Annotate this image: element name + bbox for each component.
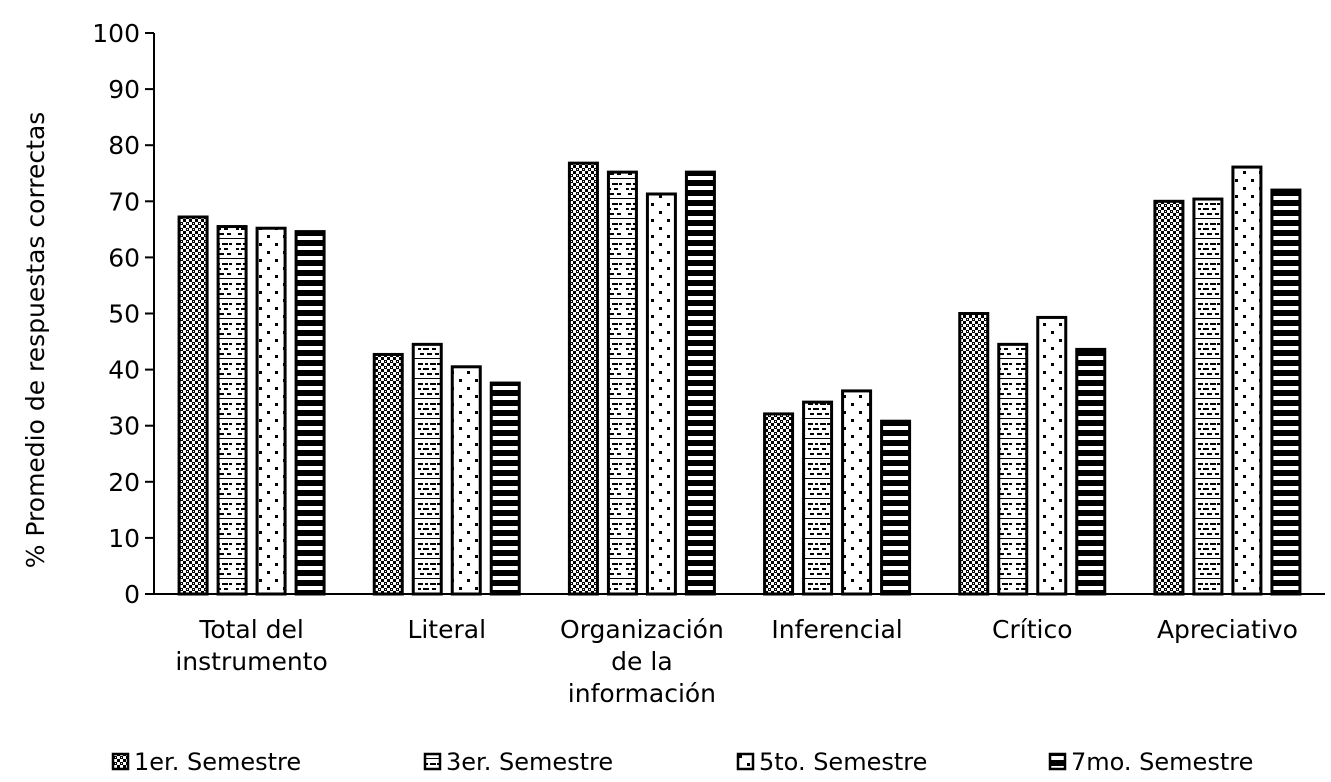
- bar: [1075, 347, 1107, 596]
- bar: [997, 342, 1029, 596]
- bar: [841, 389, 873, 596]
- bar: [177, 215, 209, 596]
- bar: [802, 400, 834, 596]
- bar: [1153, 199, 1185, 596]
- x-category-label: Crítico: [992, 615, 1072, 644]
- bar: [1270, 188, 1302, 596]
- x-category-label: Inferencial: [771, 615, 902, 644]
- legend-swatch: [1048, 752, 1067, 771]
- bar: [606, 170, 638, 596]
- legend-label: 1er. Semestre: [134, 748, 301, 776]
- y-tick-label: 50: [108, 300, 140, 329]
- legend-label: 7mo. Semestre: [1071, 748, 1253, 776]
- y-tick-label: 80: [108, 131, 140, 160]
- bar: [411, 342, 443, 596]
- bar-series: [177, 161, 1302, 596]
- bar: [763, 412, 795, 596]
- y-tick-label: 10: [108, 524, 140, 553]
- bar: [1231, 165, 1263, 596]
- y-tick-label: 20: [108, 468, 140, 497]
- legend-swatch: [423, 752, 442, 771]
- legend-label: 5to. Semestre: [759, 748, 927, 776]
- bar: [1036, 315, 1068, 596]
- bar: [294, 230, 326, 596]
- bar: [958, 312, 990, 596]
- legend-swatch: [111, 752, 130, 771]
- y-tick-label: 30: [108, 412, 140, 441]
- x-axis-labels: Total del instrumento Literal Organización d…: [175, 615, 1298, 708]
- y-axis-title: % Promedio de respuestas correctas: [21, 112, 50, 569]
- bar: [567, 161, 599, 596]
- y-tick-label: 0: [124, 580, 140, 609]
- bar: [880, 419, 912, 596]
- y-tick-label: 100: [92, 19, 140, 48]
- y-tick-label: 40: [108, 356, 140, 385]
- legend: 1er. Semestre 3er. Semestre 5to. Semestre 7…: [111, 748, 1253, 776]
- y-tick-label: 60: [108, 243, 140, 272]
- bar: [372, 352, 404, 596]
- x-category-label: Organización de la información: [560, 615, 724, 708]
- bar: [255, 226, 287, 596]
- legend-swatch: [736, 752, 755, 771]
- x-category-label: Total del instrumento: [175, 615, 327, 676]
- y-tick-label: 70: [108, 187, 140, 216]
- bar: [216, 225, 248, 596]
- bar: [450, 365, 482, 596]
- legend-label: 3er. Semestre: [446, 748, 613, 776]
- y-axis-ticks: 0 10 20 30 40 50 60 70 80 90 100: [92, 19, 154, 609]
- bar: [1192, 197, 1224, 596]
- bar: [684, 170, 716, 596]
- x-category-label: Literal: [407, 615, 486, 644]
- x-category-label: Apreciativo: [1157, 615, 1298, 644]
- y-tick-label: 90: [108, 75, 140, 104]
- bar: [645, 192, 677, 596]
- bar: [489, 381, 521, 596]
